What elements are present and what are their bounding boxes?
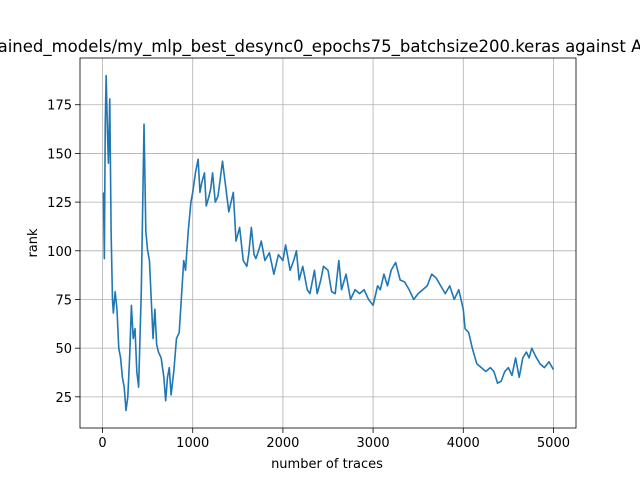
x-axis-label: number of traces: [271, 457, 383, 472]
x-tick-label: 3000: [357, 436, 390, 451]
y-tick-label: 100: [47, 245, 72, 260]
y-axis-label: rank: [26, 228, 41, 258]
x-tick-label: 5000: [537, 436, 570, 451]
x-tick-label: 1000: [176, 436, 209, 451]
data-line: [102, 74, 555, 412]
x-tick-label: 0: [98, 436, 106, 451]
y-tick-label: 175: [47, 99, 72, 114]
x-tick-label: 4000: [447, 436, 480, 451]
plot-frame: [79, 57, 577, 429]
y-tick-label: 75: [55, 293, 72, 308]
y-tick-label: 25: [55, 391, 72, 406]
y-tick-label: 150: [47, 147, 72, 162]
y-tick-label: 125: [47, 196, 72, 211]
x-tick-label: 2000: [266, 436, 299, 451]
y-tick-label: 50: [55, 342, 72, 357]
chart-title: ained_models/my_mlp_best_desync0_epochs7…: [0, 37, 640, 57]
